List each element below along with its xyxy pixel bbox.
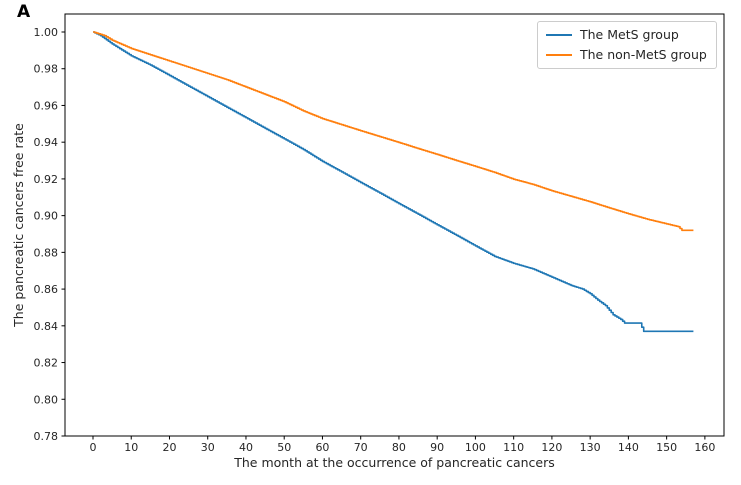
non-mets-line-swatch [546, 53, 572, 56]
y-tick-label: 1.00 [34, 26, 59, 39]
legend-item-mets: The MetS group [546, 27, 708, 42]
mets-line-swatch [546, 33, 572, 36]
x-tick-label: 110 [503, 441, 524, 454]
y-tick-label: 0.82 [34, 357, 59, 370]
x-tick-label: 40 [239, 441, 253, 454]
panel-label: A [17, 2, 31, 22]
y-tick-label: 0.98 [34, 63, 59, 76]
x-tick-label: 60 [315, 441, 329, 454]
x-tick-label: 90 [430, 441, 444, 454]
x-axis-title: The month at the occurrence of pancreati… [234, 455, 555, 470]
legend: The MetS group The non-MetS group [537, 21, 717, 69]
x-tick-label: 50 [277, 441, 291, 454]
x-tick-label: 130 [580, 441, 601, 454]
x-tick-label: 120 [541, 441, 562, 454]
legend-label-mets: The MetS group [580, 27, 679, 42]
y-tick-label: 0.80 [34, 393, 59, 406]
plot-spines [64, 13, 725, 437]
mets-curve [92, 31, 694, 333]
y-tick-label: 0.78 [34, 430, 59, 443]
x-axis: 0 10 20 30 40 50 60 70 80 90 100 110 120 130 140 150 160 [89, 436, 715, 454]
y-tick-label: 0.94 [34, 136, 59, 149]
y-tick-label: 0.96 [34, 99, 59, 112]
x-tick-label: 150 [656, 441, 677, 454]
x-tick-label: 160 [694, 441, 715, 454]
y-axis: 0.78 0.80 0.82 0.84 0.86 0.88 0.90 0.92 0.94 0.96… [34, 26, 65, 443]
y-tick-label: 0.92 [34, 173, 59, 186]
y-tick-label: 0.88 [34, 246, 59, 259]
x-tick-label: 80 [392, 441, 406, 454]
y-tick-label: 0.90 [34, 210, 59, 223]
legend-label-non-mets: The non-MetS group [580, 47, 707, 62]
x-tick-label: 140 [618, 441, 639, 454]
y-tick-label: 0.84 [34, 320, 59, 333]
x-tick-label: 0 [89, 441, 96, 454]
legend-item-non-mets: The non-MetS group [546, 47, 708, 62]
x-tick-label: 30 [201, 441, 215, 454]
x-tick-label: 20 [162, 441, 176, 454]
x-tick-label: 70 [354, 441, 368, 454]
x-tick-label: 10 [124, 441, 138, 454]
y-tick-label: 0.86 [34, 283, 59, 296]
x-tick-label: 100 [465, 441, 486, 454]
non-mets-curve [92, 31, 694, 232]
